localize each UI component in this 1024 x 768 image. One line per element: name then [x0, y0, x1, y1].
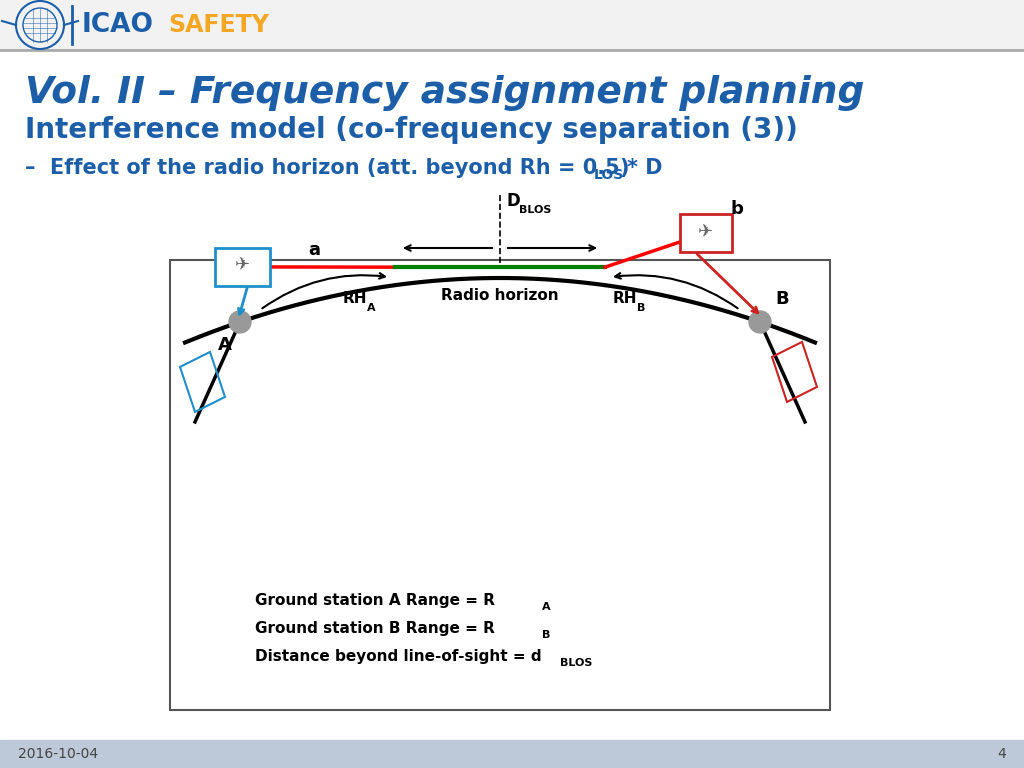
Bar	[680, 214, 732, 252]
Text: 2016-10-04: 2016-10-04	[18, 747, 98, 761]
Text: A: A	[367, 303, 376, 313]
Text: B: B	[637, 303, 645, 313]
Text: B: B	[775, 290, 788, 308]
Text: BLOS: BLOS	[519, 205, 551, 215]
Text: D: D	[506, 192, 520, 210]
Text: Radio horizon: Radio horizon	[441, 288, 559, 303]
Text: Distance beyond line-of-sight = d: Distance beyond line-of-sight = d	[255, 648, 542, 664]
Circle shape	[229, 311, 251, 333]
Text: Ground station B Range = R: Ground station B Range = R	[255, 621, 495, 635]
Bar	[170, 260, 830, 710]
Text: ✈: ✈	[236, 257, 251, 275]
Text: a: a	[308, 241, 319, 259]
Circle shape	[749, 311, 771, 333]
Text: A: A	[542, 602, 551, 612]
Text: Interference model (co-frequency separation (3)): Interference model (co-frequency separat…	[25, 116, 798, 144]
Text: A: A	[218, 336, 231, 354]
Bar	[0, 0, 1024, 50]
Bar	[0, 740, 1024, 768]
Text: Ground station A Range = R: Ground station A Range = R	[255, 592, 495, 607]
Bar	[215, 248, 270, 286]
Text: BLOS: BLOS	[560, 658, 592, 668]
Text: 4: 4	[997, 747, 1006, 761]
Text: B: B	[542, 630, 550, 640]
Text: –  Effect of the radio horizon (att. beyond Rh = 0.5 * D: – Effect of the radio horizon (att. beyo…	[25, 158, 663, 178]
Text: SAFETY: SAFETY	[168, 13, 269, 37]
Text: ICAO: ICAO	[82, 12, 154, 38]
Text: ): )	[618, 158, 629, 178]
Text: ✈: ✈	[698, 224, 714, 242]
Text: RH: RH	[343, 291, 368, 306]
Text: Vol. II – Frequency assignment planning: Vol. II – Frequency assignment planning	[25, 75, 864, 111]
Text: b: b	[730, 200, 742, 218]
Text: RH: RH	[613, 291, 638, 306]
Text: LOS: LOS	[594, 168, 625, 182]
